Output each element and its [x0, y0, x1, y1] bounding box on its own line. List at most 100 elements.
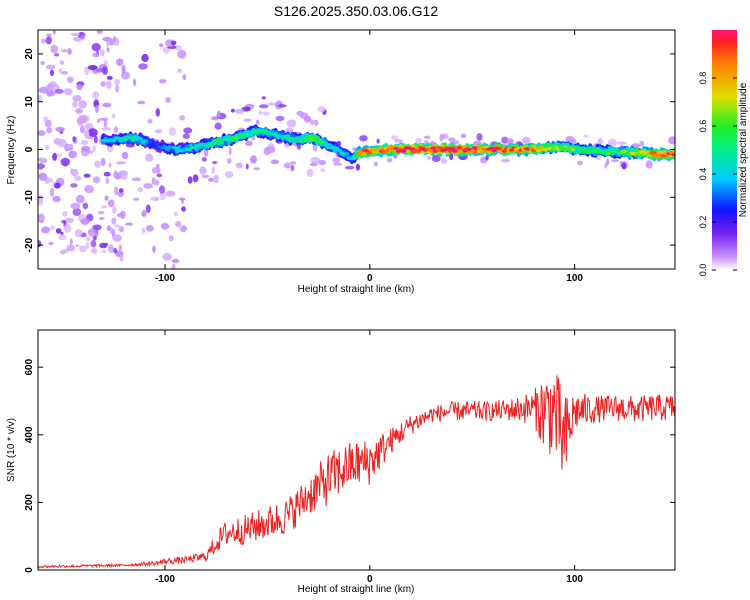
heat-cell — [283, 162, 291, 169]
ridge-cell — [553, 145, 559, 149]
heat-cell — [501, 158, 510, 163]
ridge-cell — [218, 141, 225, 145]
heat-cell — [152, 245, 156, 253]
heat-cell — [133, 78, 137, 87]
heat-cell — [85, 236, 91, 242]
ridge-cell — [654, 154, 660, 158]
heat-cell — [173, 211, 179, 217]
heat-cell — [96, 68, 103, 73]
heat-cell — [74, 229, 83, 238]
heat-cell — [116, 161, 126, 165]
heat-cell — [506, 138, 514, 145]
ridge-cell — [393, 146, 399, 150]
heat-cell — [72, 95, 82, 102]
ridge-cell — [164, 147, 170, 151]
heat-cell — [275, 115, 285, 122]
heat-cell — [235, 162, 244, 169]
heat-cell — [141, 227, 146, 234]
heat-cell — [125, 222, 133, 226]
heat-cell — [58, 234, 67, 241]
ridge-cell — [147, 140, 153, 144]
heat-cell — [75, 108, 83, 114]
heat-cell — [96, 30, 103, 35]
heat-cell — [119, 254, 124, 262]
heat-cell — [118, 225, 125, 233]
heat-cell — [101, 66, 108, 75]
heat-cell — [159, 192, 166, 201]
heat-cell — [427, 156, 431, 160]
ridge-cell — [137, 137, 143, 141]
heat-cell — [120, 210, 126, 219]
ridge-cell — [644, 150, 650, 154]
ridge-cell — [671, 153, 675, 157]
heat-cell — [141, 209, 147, 218]
ridge-cell — [536, 149, 542, 153]
ridge-cell — [211, 141, 217, 145]
ridge-cell — [282, 134, 288, 138]
heat-cell — [668, 136, 675, 145]
heat-cell — [286, 119, 297, 128]
heat-cell — [243, 118, 252, 122]
y-tick-label: 600 — [24, 358, 35, 375]
heat-cell — [320, 168, 326, 173]
heat-cell — [38, 240, 42, 248]
spectrogram-x-ticks: -100 0 100 — [155, 30, 583, 284]
colorbar-tick-label: 0.0 — [698, 264, 708, 277]
heat-cell — [179, 115, 186, 121]
heat-cell — [103, 60, 108, 65]
ridge-cell — [231, 138, 237, 142]
heat-cell — [162, 46, 171, 54]
heat-cell — [159, 79, 167, 84]
heat-cell — [46, 33, 52, 37]
heat-cell — [83, 173, 91, 178]
heat-cell — [72, 100, 78, 108]
heat-cell — [38, 172, 48, 182]
heat-cell — [80, 218, 90, 226]
ridge-cell — [427, 148, 433, 153]
ridge-cell — [415, 149, 421, 153]
heat-cell — [211, 116, 219, 121]
heat-cell — [181, 206, 186, 212]
heat-cell — [112, 206, 117, 214]
heat-cell — [386, 157, 393, 163]
ridge-cell — [110, 139, 116, 143]
heat-cell — [78, 114, 88, 124]
heat-cell — [120, 71, 131, 80]
heat-cell — [106, 47, 110, 53]
ridge-cell — [174, 146, 180, 150]
heat-cell — [95, 104, 99, 113]
snr-x-label: Height of straight line (km) — [298, 584, 415, 595]
heat-cell — [74, 175, 82, 181]
heat-cell — [107, 244, 115, 254]
snr-x-ticks: -100 0 100 — [155, 330, 583, 585]
heat-cell — [84, 185, 95, 194]
heat-cell — [106, 75, 113, 80]
heat-cell — [107, 199, 115, 208]
heat-cell — [46, 83, 54, 92]
heat-cell — [108, 41, 115, 46]
heat-cell — [106, 145, 114, 153]
heat-cell — [76, 83, 83, 91]
heat-cell — [61, 71, 69, 75]
heat-cell — [54, 88, 64, 94]
heat-cell — [49, 187, 55, 197]
colorbar-tick-label: 0.6 — [698, 120, 708, 133]
heat-cell — [72, 136, 76, 143]
ridge-cell — [354, 154, 360, 158]
heat-cell — [182, 74, 187, 81]
heat-cell — [75, 244, 80, 248]
heat-cell — [460, 133, 467, 138]
heat-cell — [41, 226, 51, 234]
ridge-cell — [226, 138, 232, 142]
heat-cell — [228, 147, 232, 156]
colorbar-tick-label: 0.4 — [698, 168, 708, 181]
colorbar-label: Normalized spectral amplitude — [738, 82, 749, 217]
heat-cell — [137, 100, 146, 105]
heat-cell — [62, 210, 68, 217]
ridge-cell — [327, 143, 333, 147]
heat-cell — [112, 234, 122, 242]
heat-cell — [159, 43, 164, 48]
heat-cell — [645, 160, 653, 169]
heat-cell — [69, 238, 73, 246]
heat-cell — [303, 115, 312, 123]
